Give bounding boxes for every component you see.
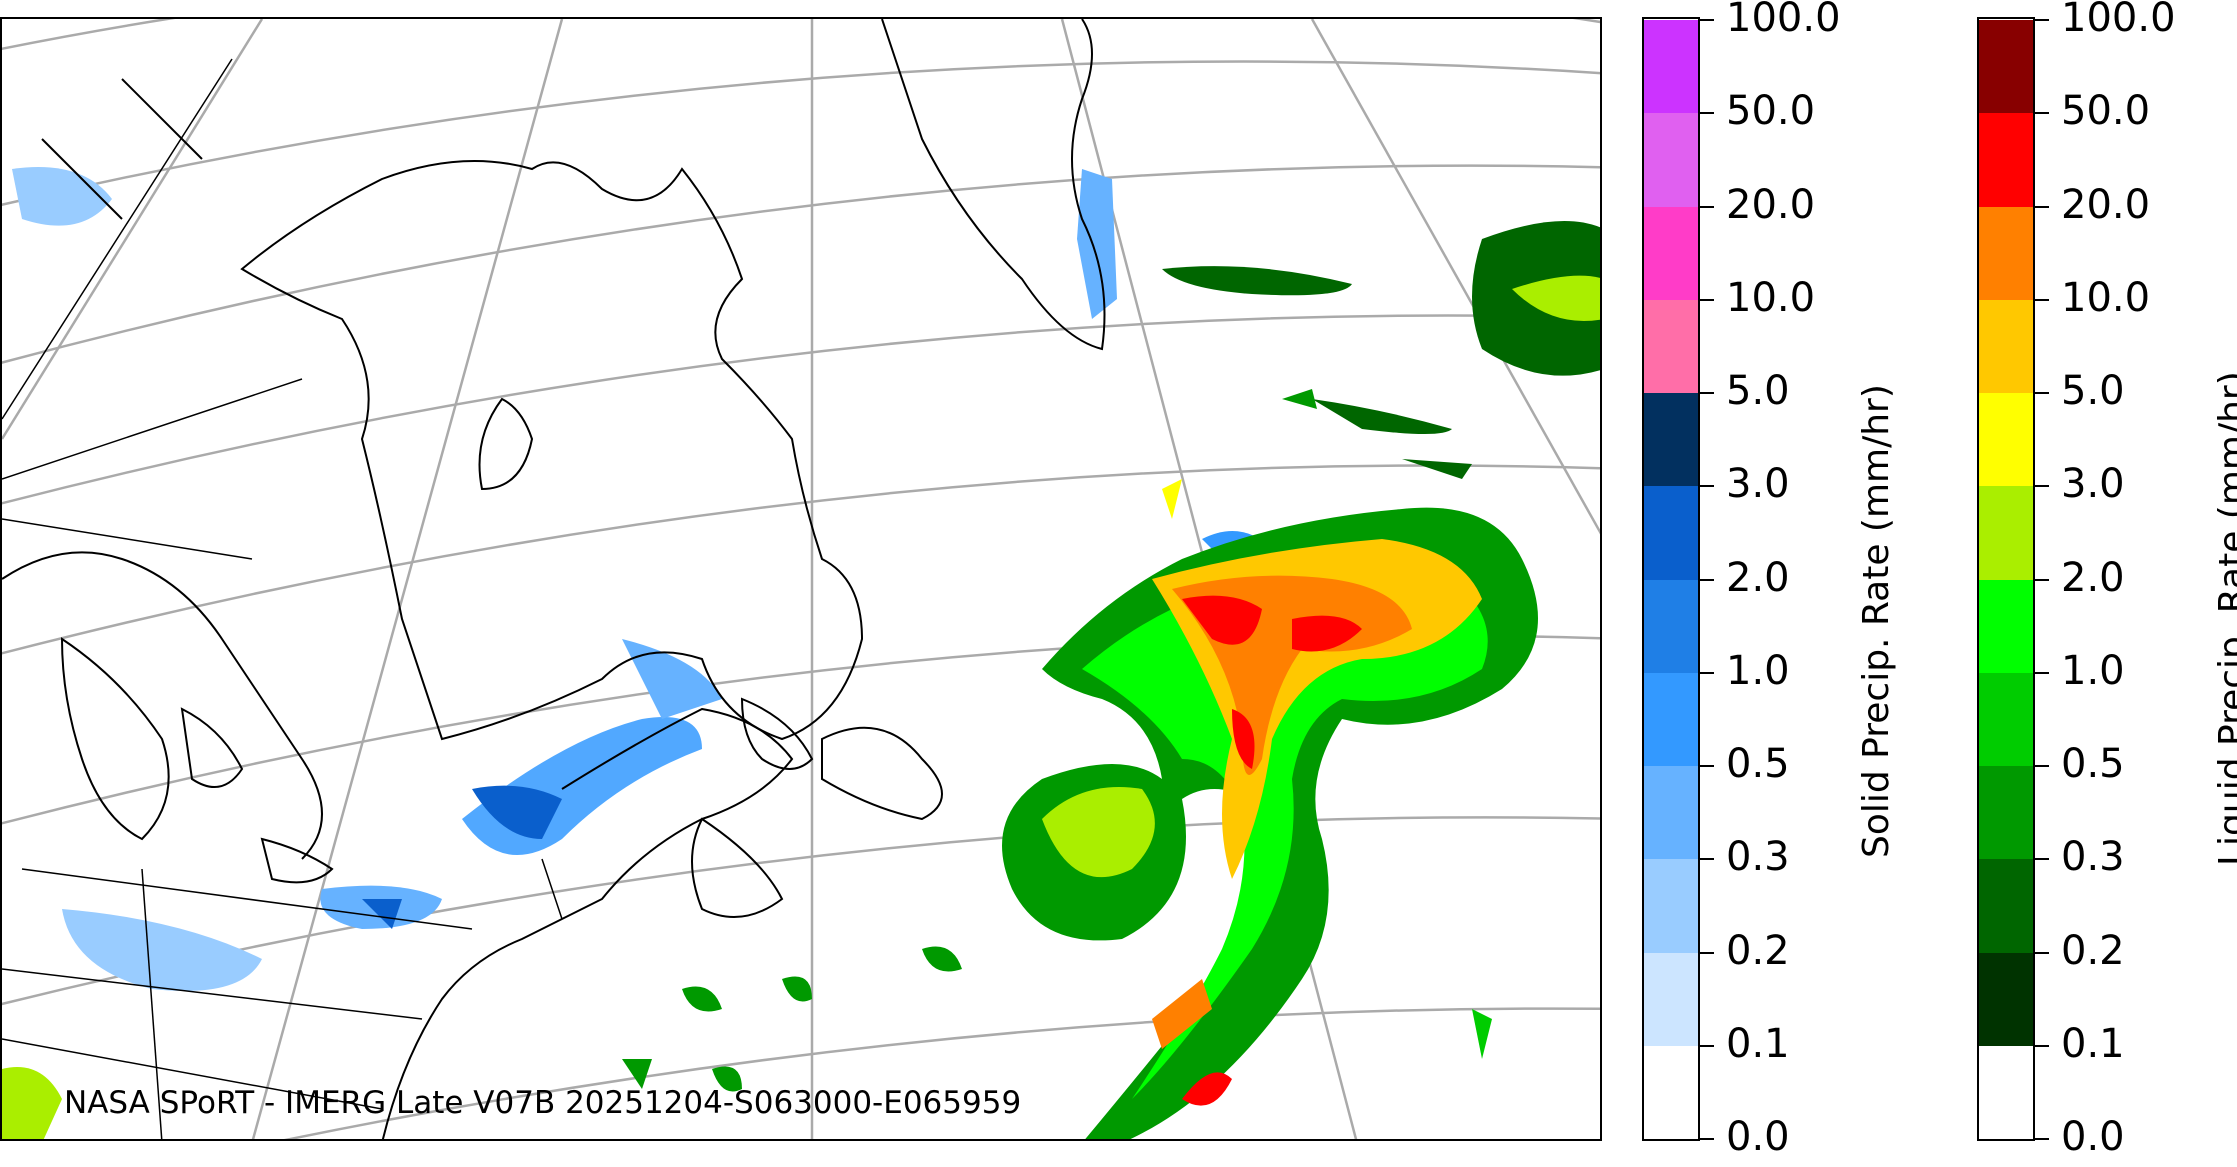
liquid-tick-label: 0.0 <box>2061 1114 2125 1160</box>
solid-segment <box>1644 19 1698 114</box>
solid-colorbar-label: Solid Precip. Rate (mm/hr) <box>1856 384 1897 858</box>
solid-precip-colorbar <box>1642 17 1700 1141</box>
liquid-tick <box>2035 765 2049 767</box>
liquid-tick <box>2035 951 2049 954</box>
solid-tick <box>1700 298 1714 301</box>
solid-segment <box>1644 579 1698 673</box>
liquid-colorbar-label: Liquid Precip. Rate (mm/hr) <box>2212 371 2237 866</box>
liquid-tick-label: 0.1 <box>2061 1020 2125 1067</box>
liquid-tick-label: 0.2 <box>2061 927 2125 974</box>
liquid-tick-label: 0.5 <box>2061 741 2125 787</box>
solid-tick <box>1700 485 1714 488</box>
solid-tick-label: 0.1 <box>1726 1020 1790 1067</box>
solid-tick-label: 5.0 <box>1726 368 1790 414</box>
liquid-tick <box>2035 858 2049 861</box>
liquid-segment <box>1979 299 2033 393</box>
liquid-segment <box>1979 858 2033 953</box>
liquid-tick-label: 0.3 <box>2061 834 2125 881</box>
liquid-tick-label: 20.0 <box>2061 181 2151 228</box>
liquid-tick-label: 10.0 <box>2061 274 2151 321</box>
liquid-segment <box>1979 952 2033 1046</box>
solid-tick-label: 0.3 <box>1726 834 1790 881</box>
liquid-tick <box>2035 1044 2049 1047</box>
solid-segment <box>1644 299 1698 393</box>
map-canvas <box>2 19 1600 1139</box>
solid-tick-label: 100.0 <box>1726 0 1841 41</box>
solid-tick <box>1700 205 1714 208</box>
solid-segment <box>1644 1045 1698 1139</box>
liquid-segment <box>1979 579 2033 673</box>
solid-tick-label: 50.0 <box>1726 88 1816 135</box>
liquid-tick <box>2035 1138 2049 1140</box>
liquid-tick-label: 5.0 <box>2061 368 2125 414</box>
solid-tick-label: 10.0 <box>1726 274 1816 321</box>
liquid-tick <box>2035 578 2049 581</box>
solid-segment <box>1644 392 1698 487</box>
solid-tick-label: 0.5 <box>1726 741 1790 787</box>
liquid-tick-label: 1.0 <box>2061 647 2125 694</box>
solid-segment <box>1644 672 1698 766</box>
liquid-tick-label: 2.0 <box>2061 554 2125 601</box>
precipitation-map: NASA SPoRT - IMERG Late V07B 20251204-S0… <box>0 17 1602 1141</box>
solid-tick <box>1700 671 1714 674</box>
solid-tick <box>1700 19 1714 21</box>
solid-precip-areas <box>12 167 1272 991</box>
liquid-precip-storm <box>2 221 1600 1139</box>
solid-tick-label: 0.0 <box>1726 1114 1790 1160</box>
liquid-tick <box>2035 671 2049 674</box>
liquid-tick <box>2035 205 2049 208</box>
borders <box>2 58 563 1139</box>
solid-segment <box>1644 858 1698 953</box>
liquid-segment <box>1979 19 2033 114</box>
solid-tick <box>1700 1138 1714 1140</box>
solid-tick-label: 0.2 <box>1726 927 1790 974</box>
solid-segment <box>1644 952 1698 1046</box>
solid-tick-label: 3.0 <box>1726 461 1790 508</box>
liquid-segment <box>1979 485 2033 580</box>
solid-tick <box>1700 858 1714 861</box>
solid-tick-label: 20.0 <box>1726 181 1816 228</box>
solid-tick <box>1700 951 1714 954</box>
solid-tick <box>1700 112 1714 115</box>
solid-tick <box>1700 578 1714 581</box>
liquid-tick <box>2035 19 2049 21</box>
coastlines <box>2 19 1106 1139</box>
solid-tick-label: 1.0 <box>1726 647 1790 694</box>
liquid-tick <box>2035 392 2049 394</box>
liquid-tick <box>2035 485 2049 488</box>
liquid-segment <box>1979 112 2033 207</box>
liquid-segment <box>1979 765 2033 860</box>
liquid-tick-label: 100.0 <box>2061 0 2176 41</box>
liquid-tick <box>2035 112 2049 115</box>
liquid-tick <box>2035 298 2049 301</box>
solid-segment <box>1644 485 1698 580</box>
liquid-tick-label: 3.0 <box>2061 461 2125 508</box>
solid-segment <box>1644 112 1698 207</box>
solid-segment <box>1644 206 1698 300</box>
data-source-credit: NASA SPoRT - IMERG Late V07B 20251204-S0… <box>64 1085 1022 1121</box>
liquid-segment <box>1979 206 2033 300</box>
solid-segment <box>1644 765 1698 860</box>
liquid-segment <box>1979 392 2033 487</box>
solid-tick <box>1700 1044 1714 1047</box>
liquid-tick-label: 50.0 <box>2061 88 2151 135</box>
liquid-precip-colorbar <box>1977 17 2035 1141</box>
solid-tick <box>1700 392 1714 394</box>
solid-tick <box>1700 765 1714 767</box>
solid-tick-label: 2.0 <box>1726 554 1790 601</box>
liquid-segment <box>1979 672 2033 766</box>
liquid-segment <box>1979 1045 2033 1139</box>
